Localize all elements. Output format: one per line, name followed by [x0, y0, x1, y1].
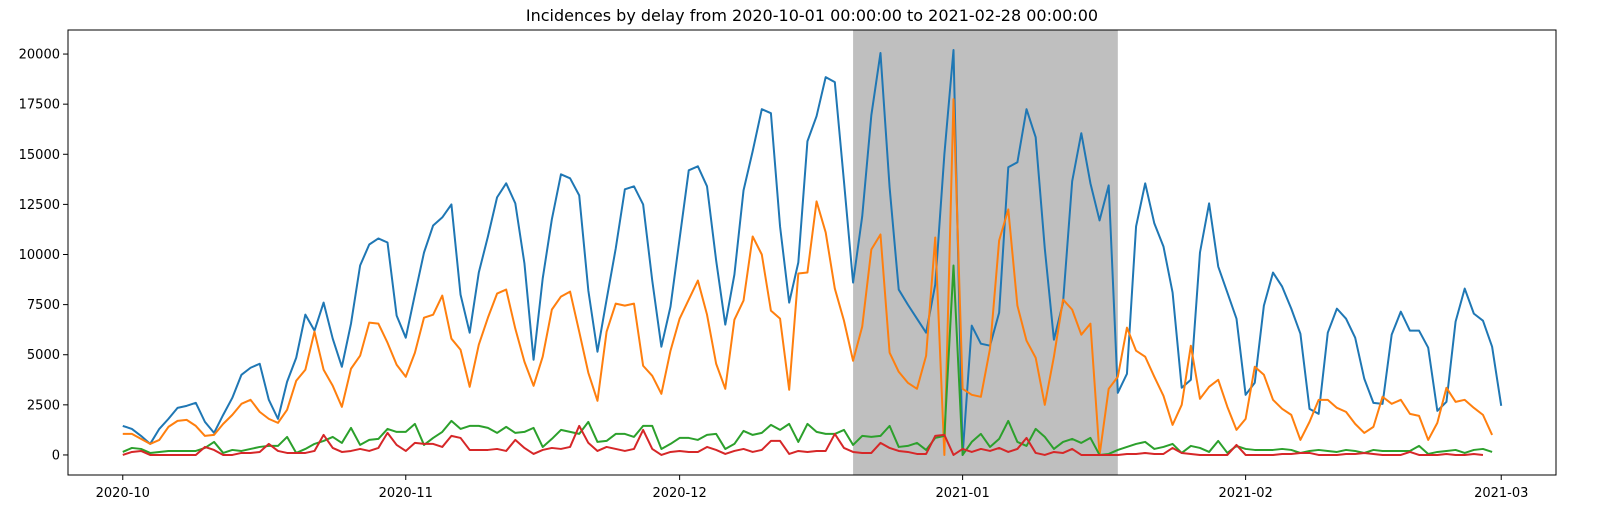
- y-tick-label: 7500: [27, 298, 60, 313]
- x-tick-label: 2021-01: [935, 486, 989, 501]
- x-tick-label: 2021-02: [1218, 486, 1272, 501]
- shaded-period: [853, 30, 1118, 475]
- y-tick-label: 20000: [19, 48, 60, 63]
- series-line-1: [122, 49, 1503, 456]
- x-tick-label: 2020-12: [652, 486, 706, 501]
- x-tick-label: 2020-10: [96, 486, 150, 501]
- y-tick-label: 0: [52, 448, 60, 463]
- series-line-4: [122, 424, 1484, 456]
- y-tick-label: 15000: [19, 148, 60, 163]
- y-axis-ticks: 0 2500 5000 7500 10000 12500 15000 17500 20000: [19, 48, 68, 463]
- chart-title: Incidences by delay from 2020-10-01 00:0…: [526, 6, 1098, 25]
- x-axis-ticks: 2020-10 2020-11 2020-12 2021-01 2021-02 2021-…: [96, 475, 1528, 501]
- series-layer: [122, 49, 1503, 456]
- series-line-2: [122, 98, 1494, 456]
- plot-area-frame: [67, 29, 1557, 476]
- series-line-3: [122, 264, 1493, 456]
- y-tick-label: 10000: [19, 248, 60, 263]
- y-tick-label: 5000: [27, 348, 60, 363]
- y-tick-label: 12500: [19, 198, 60, 213]
- x-tick-label: 2020-11: [379, 486, 433, 501]
- shaded-region-layer: [853, 30, 1118, 475]
- y-tick-label: 2500: [27, 398, 60, 413]
- x-tick-label: 2021-03: [1474, 486, 1528, 501]
- y-tick-label: 17500: [19, 98, 60, 113]
